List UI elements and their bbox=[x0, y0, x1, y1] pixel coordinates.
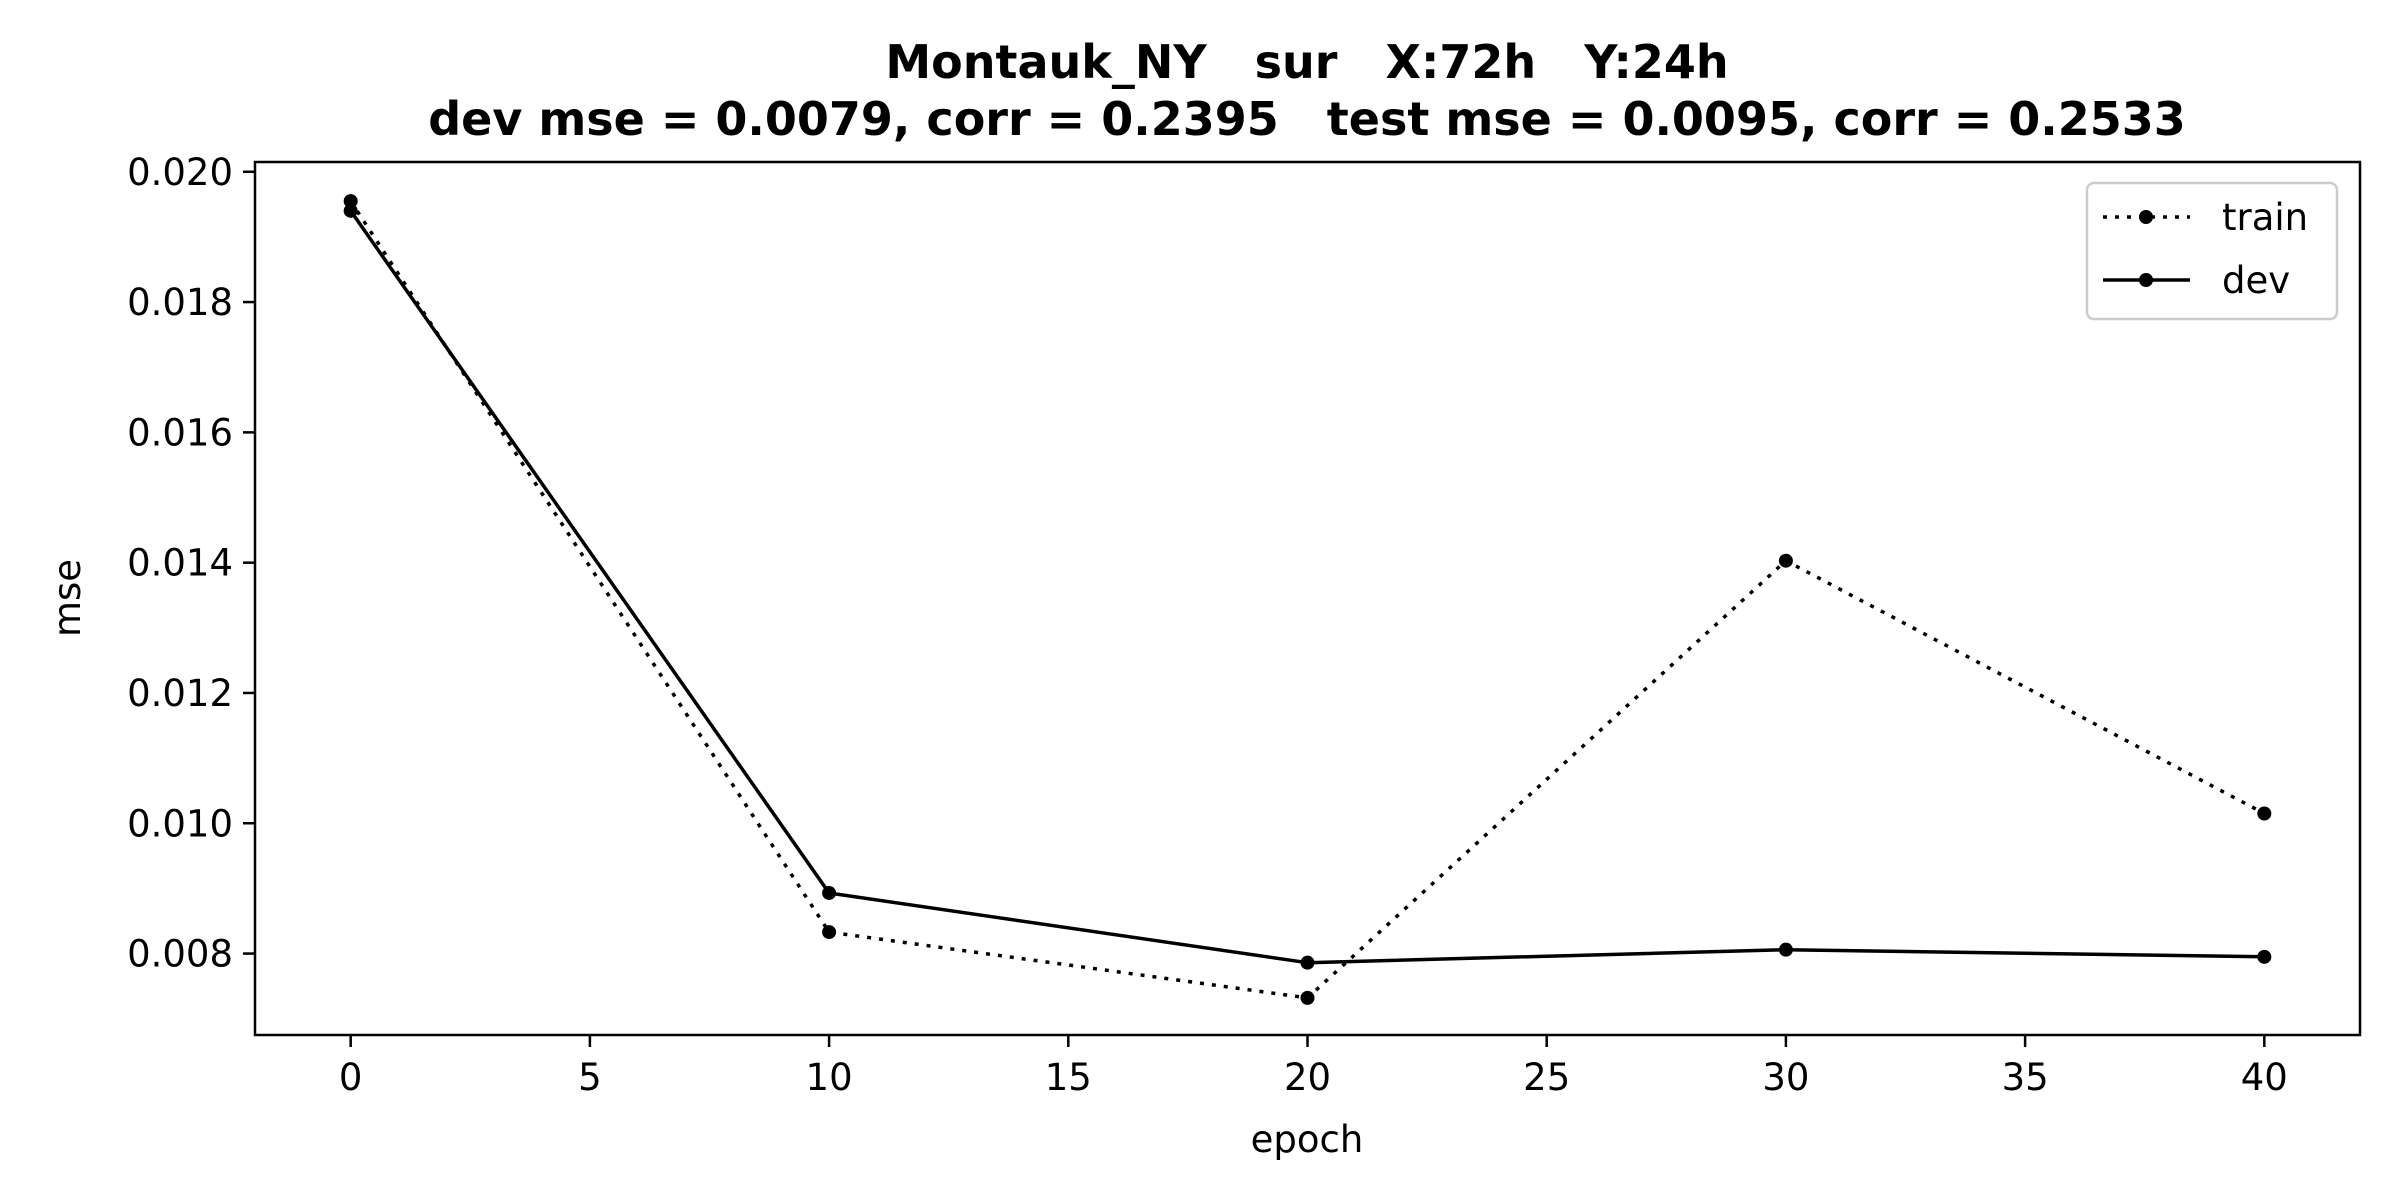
y-tick-label: 0.016 bbox=[127, 411, 233, 454]
x-tick-label: 0 bbox=[339, 1056, 363, 1099]
series-point-dev bbox=[2257, 949, 2272, 964]
series-point-train bbox=[822, 925, 837, 940]
legend-dev-marker bbox=[2139, 273, 2153, 287]
chart-title-line-2: dev mse = 0.0079, corr = 0.2395 test mse… bbox=[428, 92, 2186, 146]
y-tick-label: 0.014 bbox=[127, 542, 233, 585]
y-axis-label: mse bbox=[46, 559, 89, 637]
series-point-train bbox=[343, 194, 358, 209]
legend-train-label: train bbox=[2222, 196, 2308, 239]
x-axis-label: epoch bbox=[1251, 1118, 1364, 1161]
legend: train dev bbox=[2085, 181, 2339, 321]
x-tick-label: 20 bbox=[1284, 1056, 1331, 1099]
y-axis-ticks: 0.008 0.010 0.012 0.014 0.016 0.018 0.020 bbox=[127, 151, 255, 976]
legend-dev-label: dev bbox=[2222, 259, 2290, 302]
x-tick-label: 5 bbox=[578, 1056, 602, 1099]
series-point-train bbox=[2257, 806, 2272, 821]
legend-train-marker bbox=[2139, 210, 2153, 224]
series-point-train bbox=[1778, 553, 1793, 568]
y-tick-label: 0.010 bbox=[127, 802, 233, 845]
y-tick-label: 0.012 bbox=[127, 672, 233, 715]
x-tick-label: 30 bbox=[1762, 1056, 1809, 1099]
x-tick-label: 10 bbox=[806, 1056, 853, 1099]
x-tick-label: 25 bbox=[1523, 1056, 1570, 1099]
y-tick-label: 0.018 bbox=[127, 281, 233, 324]
y-tick-label: 0.008 bbox=[127, 933, 233, 976]
y-tick-label: 0.020 bbox=[127, 151, 233, 194]
x-axis-ticks: 0 5 10 15 20 25 30 35 40 bbox=[339, 1035, 2288, 1099]
plot-content bbox=[343, 194, 2272, 1005]
x-tick-label: 35 bbox=[2002, 1056, 2049, 1099]
series-point-dev bbox=[1300, 955, 1315, 970]
chart-title-line-1: Montauk_NY sur X:72h Y:24h bbox=[885, 35, 1728, 89]
series-point-dev bbox=[822, 885, 837, 900]
series-point-dev bbox=[1778, 942, 1793, 957]
series-point-dev bbox=[343, 203, 358, 218]
x-tick-label: 15 bbox=[1045, 1056, 1092, 1099]
x-tick-label: 40 bbox=[2241, 1056, 2288, 1099]
series-point-train bbox=[1300, 990, 1315, 1005]
